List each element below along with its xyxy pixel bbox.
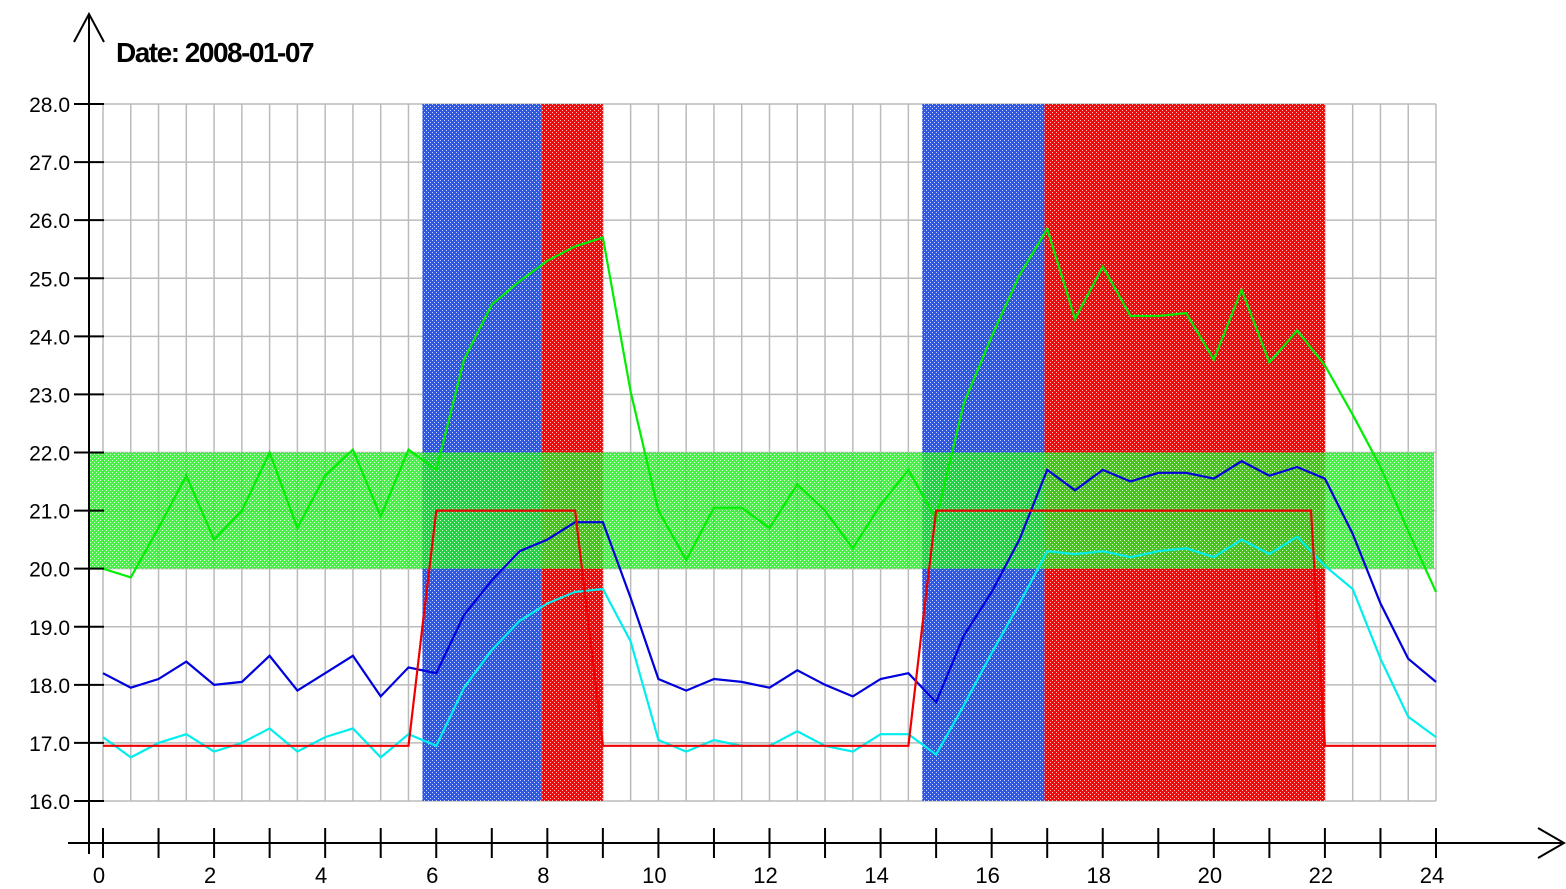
series-lines [102, 226, 1438, 759]
green-series [102, 226, 1438, 593]
x-tick-label: 0 [93, 863, 105, 888]
x-tick-label: 24 [1420, 863, 1444, 888]
y-axis-arrow [73, 11, 105, 43]
x-tick-labels: 0 2 4 6 8 10 12 14 16 18 20 22 24 [93, 828, 1444, 888]
y-tick-label: 26.0 [29, 210, 70, 233]
x-tick-label: 22 [1309, 863, 1333, 888]
y-tick-label: 22.0 [29, 443, 70, 466]
x-tick-label: 12 [753, 863, 777, 888]
y-tick-label: 19.0 [29, 617, 70, 640]
axes [68, 11, 1566, 859]
x-tick-label: 14 [864, 863, 888, 888]
x-tick-label: 18 [1087, 863, 1111, 888]
x-tick-label: 2 [204, 863, 216, 888]
y-tick-label: 23.0 [29, 384, 70, 407]
red-series [102, 509, 1437, 747]
x-tick-label: 6 [426, 863, 438, 888]
y-tick-label: 20.0 [29, 559, 70, 582]
x-axis-arrow [1537, 827, 1566, 859]
blue-series [102, 459, 1437, 705]
y-tick-label: 27.0 [29, 152, 70, 175]
y-tick-label: 25.0 [29, 268, 70, 291]
y-tick-label: 21.0 [29, 501, 70, 524]
y-tick-label: 24.0 [29, 326, 70, 349]
x-tick-label: 16 [975, 863, 999, 888]
chart-title: Date: 2008-01-07 [116, 37, 314, 68]
y-tick-label: 17.0 [29, 733, 70, 756]
x-tick-label: 10 [642, 863, 666, 888]
x-tick-label: 20 [1198, 863, 1222, 888]
y-tick-label: 18.0 [29, 675, 70, 698]
x-tick-label: 8 [537, 863, 549, 888]
x-tick-label: 4 [315, 863, 327, 888]
y-tick-labels: 16.0 17.0 18.0 19.0 20.0 21.0 22.0 23.0 24.0 25.0… [29, 94, 104, 814]
y-tick-label: 16.0 [29, 791, 70, 814]
y-tick-label: 28.0 [29, 94, 70, 117]
